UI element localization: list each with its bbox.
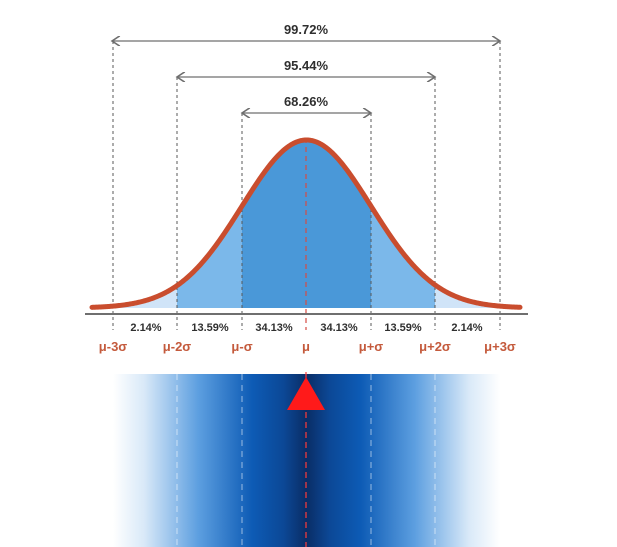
segment-percent-label: 2.14% (130, 322, 161, 334)
segment-percent-label: 13.59% (384, 322, 422, 334)
curve-fill-region (92, 285, 177, 308)
sigma-axis-label: μ-σ (231, 339, 252, 354)
interval-95-label: 95.44% (284, 58, 329, 73)
interval-68-label: 68.26% (284, 94, 329, 109)
sigma-axis-labels: μ-3σ μ-2σ μ-σ μ μ+σ μ+2σ μ+3σ (99, 339, 516, 354)
bell-curve-line (89, 137, 523, 310)
gradient-band-section (112, 372, 501, 547)
band-guide-lines (112, 374, 501, 547)
curve-fill-region (242, 140, 371, 308)
sigma-axis-label: μ (302, 339, 310, 354)
segment-percent-label: 13.59% (191, 322, 229, 334)
sigma-axis-label: μ-2σ (163, 339, 192, 354)
segment-percent-label: 34.13% (320, 322, 358, 334)
red-triangle-marker-icon (287, 377, 325, 410)
sigma-axis-label: μ+σ (359, 339, 384, 354)
segment-percent-label: 34.13% (255, 322, 293, 334)
segment-percent-label: 2.14% (451, 322, 482, 334)
sigma-axis-label: μ-3σ (99, 339, 128, 354)
interval-arrows (112, 41, 500, 113)
interval-99-label: 99.72% (284, 22, 329, 37)
bell-curve-section: 99.72% 95.44% 68.26% 2.14% 13.59% 34.13%… (85, 22, 528, 354)
segment-percent-labels: 2.14% 13.59% 34.13% 34.13% 13.59% 2.14% (130, 322, 482, 334)
curve-fill-region (435, 284, 520, 308)
sigma-axis-label: μ+2σ (419, 339, 451, 354)
sigma-axis-label: μ+3σ (484, 339, 516, 354)
